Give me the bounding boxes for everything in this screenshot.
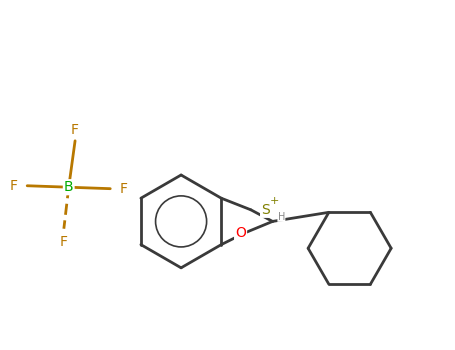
Text: F: F [120, 182, 128, 196]
Text: B: B [64, 180, 74, 194]
Text: S: S [261, 203, 270, 217]
Text: O: O [235, 226, 246, 240]
Text: +: + [270, 196, 279, 206]
Text: F: F [10, 179, 18, 193]
Text: F: F [71, 123, 79, 137]
Text: F: F [60, 236, 68, 250]
Text: H: H [278, 211, 285, 222]
